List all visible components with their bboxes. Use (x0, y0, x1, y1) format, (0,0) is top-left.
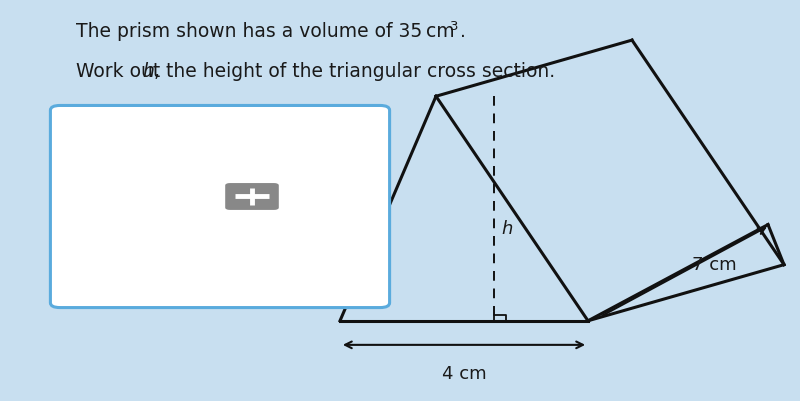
Text: 3: 3 (450, 20, 459, 33)
Text: h: h (142, 62, 154, 81)
FancyBboxPatch shape (50, 105, 390, 308)
Text: .: . (460, 22, 466, 41)
Text: Work out: Work out (76, 62, 166, 81)
Text: 7 cm: 7 cm (692, 256, 737, 273)
Text: The prism shown has a volume of 35 cm: The prism shown has a volume of 35 cm (76, 22, 454, 41)
Text: 4 cm: 4 cm (442, 365, 486, 383)
Text: h: h (502, 220, 513, 237)
Text: , the height of the triangular cross section.: , the height of the triangular cross sec… (154, 62, 555, 81)
FancyBboxPatch shape (226, 183, 278, 210)
